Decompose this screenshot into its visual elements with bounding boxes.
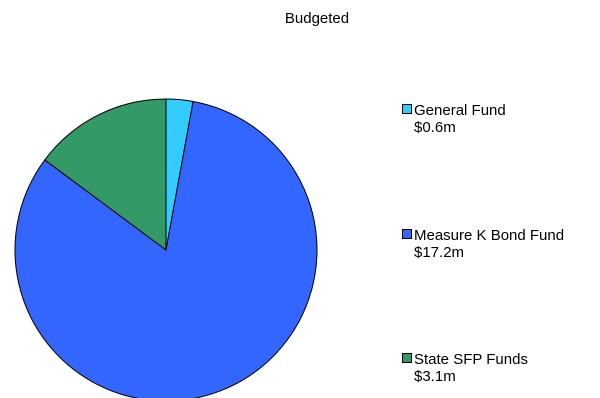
legend-item-general-fund: General Fund $0.6m — [402, 102, 506, 136]
pie-slices — [14, 98, 318, 398]
pie-slice-measure-k-bond-fund — [14, 100, 318, 398]
pie-chart — [14, 98, 318, 398]
legend-swatch-general-fund — [402, 104, 412, 114]
legend-label-measure-k-bond-fund: Measure K Bond Fund — [414, 227, 565, 244]
chart-legend: General Fund $0.6m Measure K Bond Fund $… — [402, 0, 600, 398]
legend-label-general-fund: General Fund — [414, 102, 506, 119]
legend-label-state-sfp-funds: State SFP Funds — [414, 351, 528, 368]
legend-item-state-sfp-funds: State SFP Funds $3.1m — [402, 351, 528, 385]
legend-value-state-sfp-funds: $3.1m — [414, 368, 456, 385]
legend-value-measure-k-bond-fund: $17.2m — [414, 244, 465, 261]
chart-title: Budgeted — [284, 10, 350, 27]
legend-swatch-measure-k-bond-fund — [402, 229, 412, 239]
pie-slice-state-sfp-funds — [44, 98, 167, 251]
legend-item-measure-k-bond-fund: Measure K Bond Fund $17.2m — [402, 227, 564, 261]
legend-swatch-state-sfp-funds — [402, 353, 412, 363]
legend-value-general-fund: $0.6m — [414, 119, 456, 136]
